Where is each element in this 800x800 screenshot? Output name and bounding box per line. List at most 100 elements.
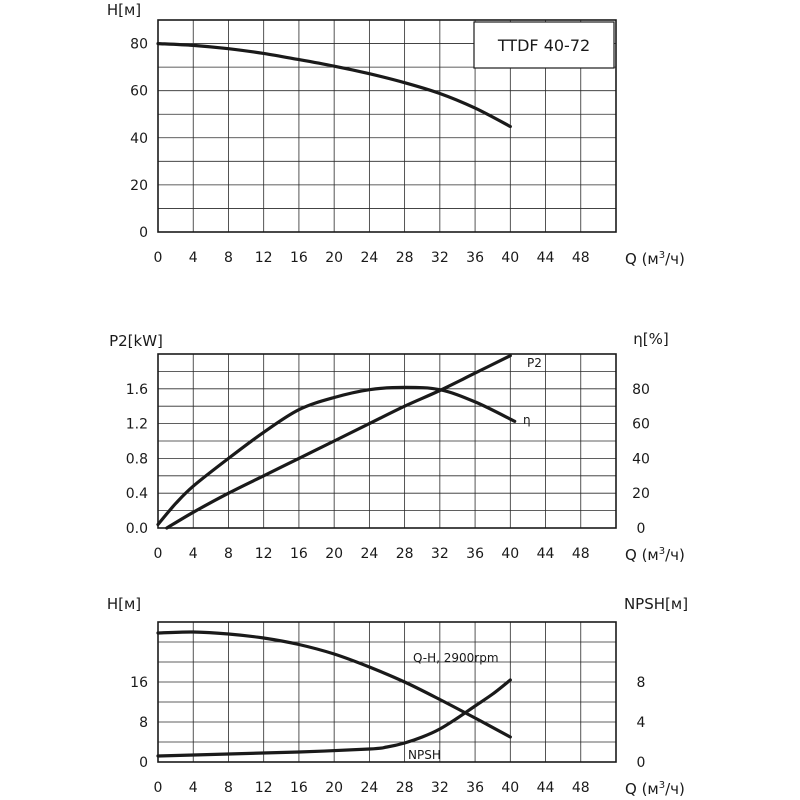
chart-3-npsh-line: [156, 678, 512, 758]
x-axis-label-sup: 3: [659, 250, 665, 261]
x-tick-label: 28: [396, 250, 414, 266]
x-tick-label: 44: [537, 546, 555, 562]
qh-series-label: Q-H, 2900rpm: [413, 651, 499, 665]
y2-tick-label: 8: [637, 675, 646, 691]
chart-1-frame: [157, 19, 617, 233]
chart-1-x-axis-label: Q (м3/ч): [625, 250, 685, 268]
x-tick-label: 0: [154, 780, 163, 796]
chart-2-y2-axis-label: η[%]: [633, 330, 668, 348]
chart-3-grid: [157, 621, 617, 763]
chart-2-x-ticks: 0 4 8 12 16 20 24 28 32 36 40 44 48: [154, 546, 590, 562]
p2-series-label: P2: [527, 356, 542, 370]
x-tick-label: 48: [572, 250, 590, 266]
y-tick-label: 0.8: [126, 451, 148, 467]
x-tick-label: 16: [290, 780, 308, 796]
x-tick-label: 24: [360, 546, 378, 562]
chart-3-x-ticks: 0 4 8 12 16 20 24 28 32 36 40 44 48: [154, 780, 590, 796]
y-tick-label: 0.0: [126, 521, 148, 537]
y-tick-label: 40: [130, 131, 148, 147]
x-tick-label: 4: [189, 780, 198, 796]
chart-3-y2-axis-label: NPSH[м]: [624, 595, 688, 613]
y-tick-label: 1.6: [126, 382, 148, 398]
x-tick-label: 4: [189, 250, 198, 266]
x-tick-label: 12: [255, 546, 273, 562]
x-axis-label-tail: /ч): [665, 546, 685, 564]
x-tick-label: 40: [501, 546, 519, 562]
chart-1-x-ticks: 0 4 8 12 16 20 24 28 32 36 40 44 48: [154, 250, 590, 266]
x-tick-label: 24: [360, 250, 378, 266]
eta-series-label: η: [523, 413, 531, 427]
chart-3-y-axis-label: H[м]: [107, 595, 141, 613]
chart-3-q-h-2900rpm-line: [156, 630, 512, 739]
x-axis-label-base: Q (м: [625, 780, 659, 798]
y2-tick-label: 0: [637, 521, 646, 537]
y-tick-label: 8: [139, 715, 148, 731]
chart-2-grid: [157, 353, 617, 529]
x-axis-label-base: Q (м: [625, 250, 659, 268]
chart-3-y-ticks: 0 8 16: [130, 675, 148, 771]
x-tick-label: 32: [431, 250, 449, 266]
chart-2-y-axis-label: P2[kW]: [109, 332, 163, 350]
chart-2-frame: [157, 353, 617, 529]
x-tick-label: 4: [189, 546, 198, 562]
chart-1-series-line: [156, 42, 512, 129]
y2-tick-label: 80: [632, 382, 650, 398]
y2-tick-label: 20: [632, 486, 650, 502]
x-tick-label: 36: [466, 780, 484, 796]
chart-2---line: [156, 385, 517, 527]
x-tick-label: 12: [255, 250, 273, 266]
x-tick-label: 44: [537, 250, 555, 266]
y-tick-label: 60: [130, 84, 148, 100]
chart-2-y-ticks: 0.0 0.4 0.8 1.2 1.6: [126, 382, 148, 537]
y-tick-label: 0.4: [126, 486, 148, 502]
chart-title: TTDF 40-72: [497, 36, 590, 55]
y2-tick-label: 60: [632, 417, 650, 433]
chart-2-x-axis-label: Q (м3/ч): [625, 546, 685, 564]
x-tick-label: 44: [537, 780, 555, 796]
x-tick-label: 36: [466, 250, 484, 266]
x-axis-label-tail: /ч): [665, 250, 685, 268]
chart-1-y-axis-label: H[м]: [107, 1, 141, 19]
chart-3-x-axis-label: Q (м3/ч): [625, 780, 685, 798]
y-tick-label: 0: [139, 225, 148, 241]
npsh-series-label: NPSH: [408, 748, 441, 762]
y-tick-label: 16: [130, 675, 148, 691]
x-axis-label-sup: 3: [659, 780, 665, 791]
x-tick-label: 32: [431, 546, 449, 562]
chart-title-box: [473, 21, 615, 69]
x-tick-label: 36: [466, 546, 484, 562]
x-tick-label: 48: [572, 546, 590, 562]
y2-tick-label: 40: [632, 451, 650, 467]
x-tick-label: 16: [290, 546, 308, 562]
x-tick-label: 12: [255, 780, 273, 796]
x-axis-label-tail: /ч): [665, 780, 685, 798]
x-tick-label: 40: [501, 780, 519, 796]
chart-1-y-ticks: 0 20 40 60 80: [130, 37, 148, 241]
chart-3-y2-ticks: 0 4 8: [637, 675, 646, 771]
x-tick-label: 16: [290, 250, 308, 266]
x-tick-label: 48: [572, 780, 590, 796]
chart-2-p2-line: [165, 354, 512, 530]
x-tick-label: 20: [325, 546, 343, 562]
x-tick-label: 28: [396, 780, 414, 796]
y-tick-label: 1.2: [126, 417, 148, 433]
x-tick-label: 8: [224, 546, 233, 562]
x-tick-label: 8: [224, 250, 233, 266]
chart-2-y2-ticks: 0 20 40 60 80: [632, 382, 650, 537]
x-tick-label: 32: [431, 780, 449, 796]
y-tick-label: 20: [130, 178, 148, 194]
y2-tick-label: 0: [637, 755, 646, 771]
x-tick-label: 20: [325, 780, 343, 796]
x-tick-label: 8: [224, 780, 233, 796]
x-tick-label: 24: [360, 780, 378, 796]
chart-3-frame: [157, 621, 617, 763]
y2-tick-label: 4: [637, 715, 646, 731]
x-tick-label: 0: [154, 250, 163, 266]
x-tick-label: 40: [501, 250, 519, 266]
x-tick-label: 20: [325, 250, 343, 266]
x-axis-label-base: Q (м: [625, 546, 659, 564]
y-tick-label: 80: [130, 37, 148, 53]
x-tick-label: 0: [154, 546, 163, 562]
